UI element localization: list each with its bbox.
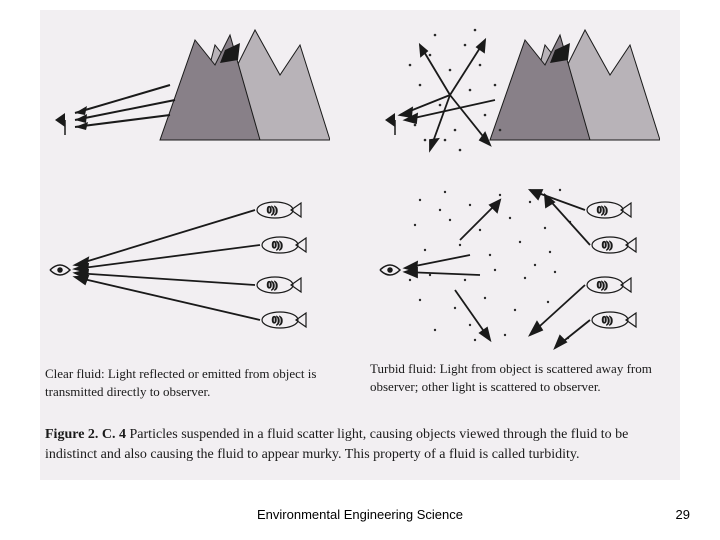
figure-area: 0)) 0)) 0)) 0)) 0)) 0)) <box>40 10 680 480</box>
svg-text:0)): 0)) <box>602 240 613 250</box>
turbid-mountain-diagram <box>370 15 660 160</box>
figure-caption-text: Particles suspended in a fluid scatter l… <box>45 427 628 462</box>
svg-text:0)): 0)) <box>272 315 283 325</box>
figure-number: Figure 2. C. 4 <box>45 427 126 442</box>
svg-text:0)): 0)) <box>597 280 608 290</box>
panel-clear-mountain <box>40 15 330 160</box>
panel-turbid-fish: 0)) 0)) 0)) 0)) <box>370 180 660 355</box>
clear-mountain-diagram <box>40 15 330 160</box>
footer-text: Environmental Engineering Science <box>0 507 720 522</box>
page-number: 29 <box>676 507 690 522</box>
svg-text:0)): 0)) <box>267 205 278 215</box>
panel-clear-fish: 0)) 0)) 0)) 0)) <box>40 180 330 355</box>
panel-turbid-mountain <box>370 15 660 160</box>
caption-turbid: Turbid fluid: Light from object is scatt… <box>370 360 660 395</box>
turbid-fish-diagram: 0)) 0)) 0)) 0)) <box>370 180 660 355</box>
svg-text:0)): 0)) <box>602 315 613 325</box>
svg-text:0)): 0)) <box>597 205 608 215</box>
svg-text:0)): 0)) <box>272 240 283 250</box>
figure-main-caption: Figure 2. C. 4 Particles suspended in a … <box>45 425 665 464</box>
caption-clear: Clear fluid: Light reflected or emitted … <box>45 365 325 400</box>
clear-fish-diagram: 0)) 0)) 0)) 0)) <box>40 180 330 355</box>
svg-text:0)): 0)) <box>267 280 278 290</box>
